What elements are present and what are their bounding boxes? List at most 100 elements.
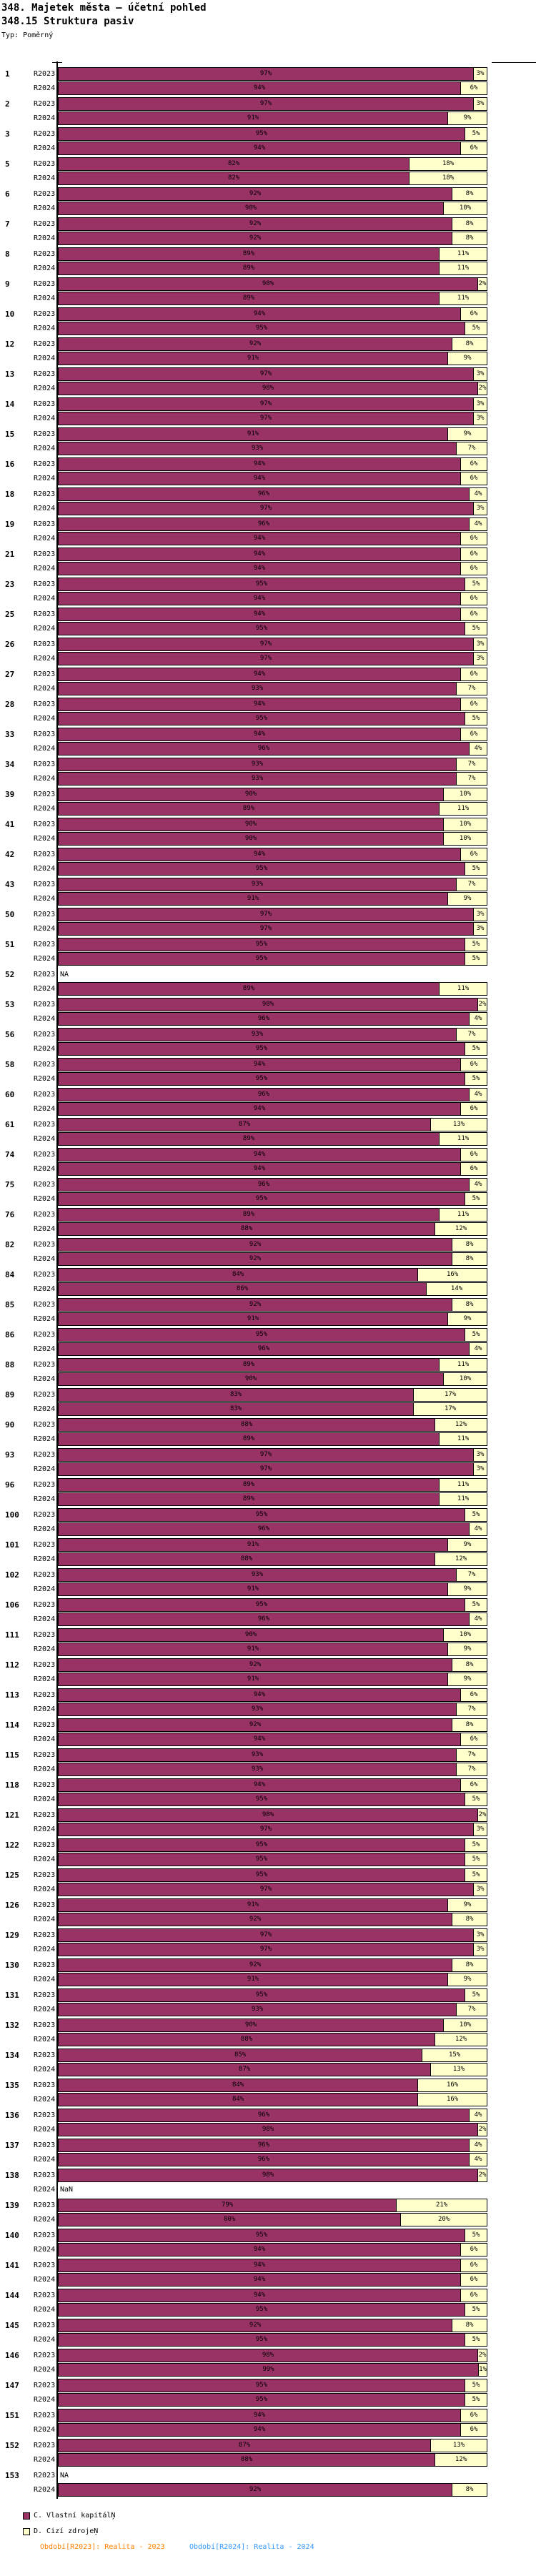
own-capital-value: 95% [255, 2396, 268, 2403]
segment-own-capital: 91% [59, 1583, 449, 1595]
segment-own-capital: 89% [59, 1479, 440, 1491]
period-label: R2023 [34, 1691, 56, 1699]
own-capital-value: 98% [262, 1811, 274, 1818]
segment-foreign-sources: 4% [470, 1523, 487, 1535]
stacked-bar: 98% 2% [58, 277, 487, 291]
foreign-sources-value: 10% [459, 1375, 472, 1382]
foreign-sources-value: 11% [457, 1481, 470, 1488]
stacked-bar: 90% 10% [58, 2018, 487, 2032]
period-label: R2023 [34, 1451, 56, 1459]
segment-own-capital: 91% [59, 428, 449, 440]
group-label: 27 [5, 670, 15, 679]
foreign-sources-value: 9% [463, 430, 472, 437]
segment-foreign-sources: 7% [457, 1749, 487, 1761]
foreign-sources-value: 9% [463, 1541, 472, 1548]
stacked-bar: 95% 5% [58, 1042, 487, 1056]
foreign-sources-value: 5% [472, 1871, 480, 1878]
segment-foreign-sources: 8% [452, 188, 487, 200]
own-capital-value: 94% [253, 2412, 266, 2419]
foreign-sources-value: 6% [470, 460, 478, 467]
group-label: 86 [5, 1330, 15, 1339]
stacked-bar: 79% 21% [58, 2199, 487, 2212]
segment-own-capital: 80% [59, 2214, 402, 2226]
group-label: 136 [5, 2111, 19, 2120]
period-label: R2024 [34, 84, 56, 92]
own-capital-value: 95% [255, 2382, 268, 2389]
own-capital-value: 94% [253, 670, 266, 678]
stacked-bar: 94% 6% [58, 1688, 487, 1702]
stacked-bar: 97% 3% [58, 67, 487, 81]
segment-foreign-sources: 3% [474, 1823, 487, 1836]
own-capital-value: 89% [242, 1481, 255, 1488]
segment-own-capital: 96% [59, 2109, 470, 2121]
segment-foreign-sources: 6% [461, 1733, 487, 1745]
segment-foreign-sources: 8% [452, 1659, 487, 1671]
foreign-sources-value: 5% [472, 625, 480, 632]
period-label: R2024 [34, 1495, 56, 1503]
stacked-bar: 95% 5% [58, 2333, 487, 2347]
group-label: 122 [5, 1841, 19, 1850]
segment-foreign-sources: 6% [461, 668, 487, 680]
period-label: R2024 [34, 1135, 56, 1143]
segment-foreign-sources: 4% [470, 488, 487, 500]
stacked-bar: 95% 5% [58, 862, 487, 876]
own-capital-value: 94% [253, 851, 266, 858]
segment-foreign-sources: 6% [461, 728, 487, 740]
stacked-bar: 94% 6% [58, 81, 487, 95]
period-label: R2024 [34, 174, 56, 182]
period-label: R2024 [34, 655, 56, 663]
foreign-sources-value: 3% [476, 655, 485, 662]
segment-foreign-sources: 5% [465, 1839, 487, 1851]
segment-foreign-sources: 6% [461, 308, 487, 320]
segment-own-capital: 92% [59, 1299, 453, 1311]
foreign-sources-value: 6% [470, 2426, 478, 2433]
stacked-bar: 95% 5% [58, 712, 487, 725]
own-capital-value: 94% [253, 475, 266, 482]
page-title: 348. Majetek města — účetní pohled [1, 2, 207, 14]
period-label: R2023 [34, 100, 56, 108]
stacked-bar: 98% 2% [58, 2123, 487, 2136]
stacked-bar: 97% 3% [58, 638, 487, 651]
group-label: 21 [5, 550, 15, 559]
own-capital-value: 95% [255, 625, 268, 632]
missing-value-label: NaN [60, 2186, 74, 2194]
foreign-sources-value: 7% [467, 775, 476, 782]
foreign-sources-value: 7% [467, 685, 476, 692]
segment-own-capital: 83% [59, 1403, 415, 1415]
period-label: R2024 [34, 895, 56, 903]
period-label: R2024 [34, 985, 56, 993]
segment-foreign-sources: 4% [470, 743, 487, 755]
foreign-sources-value: 2% [478, 2352, 487, 2359]
segment-own-capital: 96% [59, 743, 470, 755]
group-label: 138 [5, 2171, 19, 2180]
segment-own-capital: 95% [59, 1193, 466, 1205]
segment-own-capital: 98% [59, 1809, 479, 1821]
period-label: R2024 [34, 1075, 56, 1083]
stacked-bar: 84% 16% [58, 2079, 487, 2092]
segment-foreign-sources: 3% [474, 98, 487, 110]
foreign-sources-value: 2% [478, 2171, 487, 2179]
own-capital-value: 89% [242, 264, 255, 272]
foreign-sources-value: 15% [448, 2051, 461, 2059]
stacked-bar: 97% 3% [58, 652, 487, 665]
foreign-sources-value: 6% [470, 310, 478, 317]
segment-own-capital: 94% [59, 698, 462, 710]
foreign-sources-value: 4% [474, 2141, 482, 2149]
stacked-bar: 97% 3% [58, 502, 487, 515]
stacked-bar: 93% 7% [58, 758, 487, 771]
foreign-sources-value: 5% [472, 580, 480, 588]
stacked-bar: 85% 15% [58, 2049, 487, 2062]
period-label: R2024 [34, 475, 56, 482]
own-capital-value: 97% [259, 1946, 272, 1953]
segment-foreign-sources: 5% [465, 953, 487, 965]
period-label: R2024 [34, 1976, 56, 1983]
segment-foreign-sources: 6% [461, 563, 487, 575]
segment-own-capital: 96% [59, 1343, 470, 1355]
group-label: 131 [5, 1991, 19, 2000]
own-capital-value: 88% [240, 2456, 253, 2463]
segment-foreign-sources: 4% [470, 518, 487, 530]
stacked-bar: 94% 6% [58, 608, 487, 621]
foreign-sources-value: 11% [457, 250, 470, 257]
stacked-bar: 97% 3% [58, 412, 487, 425]
segment-foreign-sources: 5% [465, 128, 487, 140]
